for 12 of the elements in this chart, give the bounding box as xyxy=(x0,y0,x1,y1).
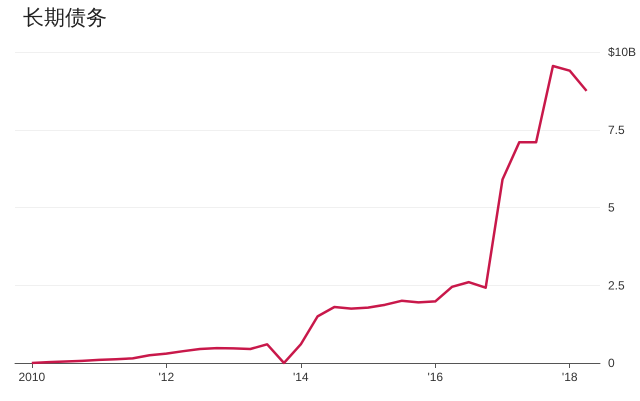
line-series xyxy=(30,64,588,364)
x-tick-label: '14 xyxy=(292,370,309,384)
x-tick-label: '16 xyxy=(427,370,444,384)
x-tick-label: 2010 xyxy=(18,370,46,384)
chart-title: 长期债务 xyxy=(23,6,107,30)
y-tick-label: $10B xyxy=(608,45,636,59)
y-tick-label: 0 xyxy=(608,356,615,370)
y-tick-label: 5 xyxy=(608,200,615,214)
y-tick-label: 2.5 xyxy=(608,278,626,292)
x-tick-label: '12 xyxy=(158,370,174,384)
x-tick-label: '18 xyxy=(562,370,578,384)
y-tick-label: 7.5 xyxy=(608,122,626,137)
